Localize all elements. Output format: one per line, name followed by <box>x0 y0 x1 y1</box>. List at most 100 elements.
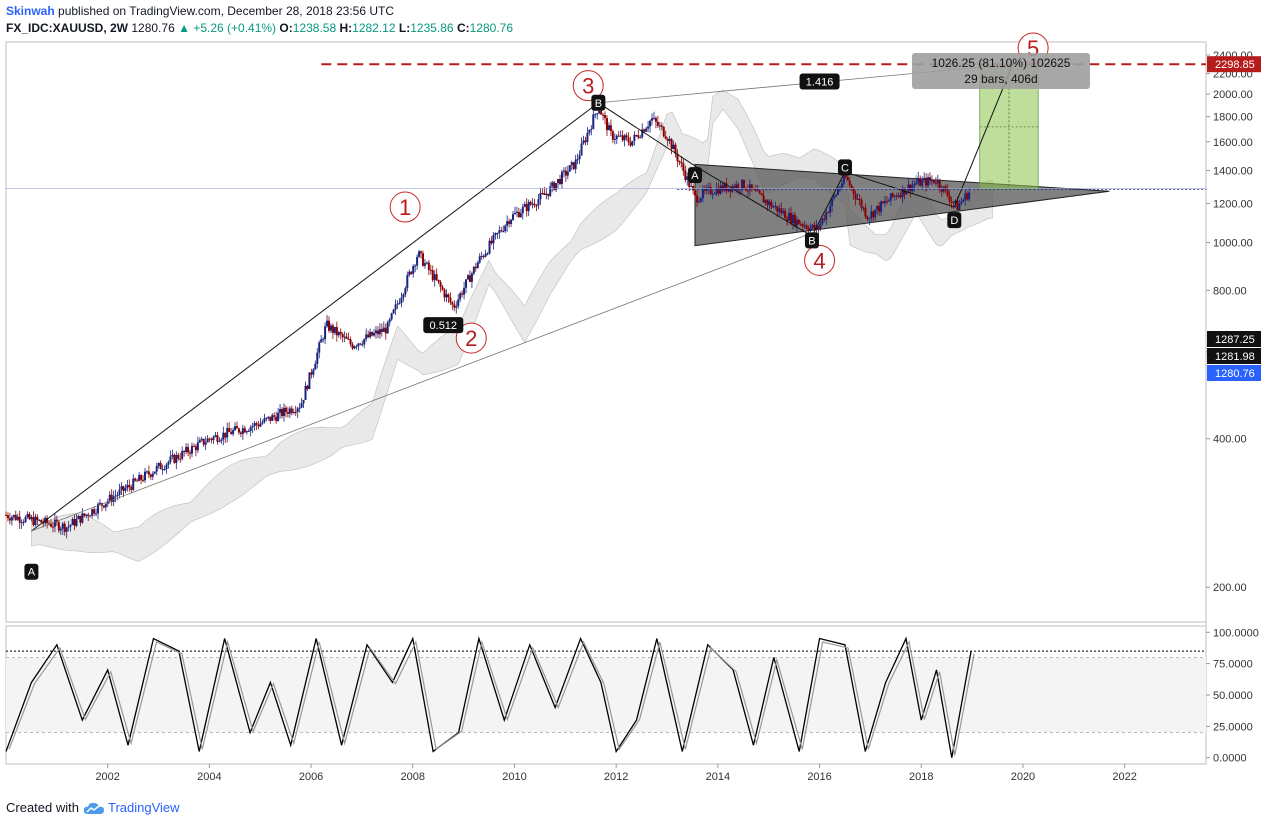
candle-body <box>189 452 192 454</box>
price-badge: 1280.76 <box>1215 368 1255 380</box>
candle-body <box>576 159 579 161</box>
candle-body <box>676 153 679 162</box>
candle-body <box>376 330 379 335</box>
trend-line-a2-b2 <box>694 165 813 237</box>
candle-body <box>617 135 620 137</box>
candle-body <box>654 117 657 122</box>
candle-body <box>662 126 665 137</box>
candle-body <box>46 517 49 524</box>
candle-body <box>122 486 125 491</box>
candle-body <box>887 200 890 202</box>
open-value: 1238.58 <box>292 21 337 35</box>
candle-body <box>652 117 655 119</box>
candle-body <box>449 297 452 303</box>
candle-body <box>604 115 607 119</box>
candle-body <box>353 346 356 349</box>
candle-body <box>236 426 238 429</box>
candle-body <box>535 205 538 207</box>
low-label: L: <box>398 21 411 35</box>
candle-body <box>936 179 939 184</box>
candle-body <box>143 471 146 481</box>
candle-body <box>831 198 834 206</box>
x-tick-label: 2002 <box>95 771 119 783</box>
point-label-C: C <box>841 162 849 174</box>
candle-body <box>468 275 471 282</box>
candle-body <box>447 294 450 298</box>
candle-body <box>421 253 424 266</box>
point-label-box <box>804 232 819 249</box>
candle-body <box>271 415 274 421</box>
candle-body <box>641 129 644 138</box>
y-tick-label: 2000.00 <box>1213 89 1253 101</box>
candle-body <box>147 471 150 475</box>
candle-body <box>795 219 798 226</box>
ratio-label: 0.512 <box>430 320 458 332</box>
candle-body <box>300 403 303 408</box>
candle-body <box>674 144 677 154</box>
candle-body <box>22 521 25 523</box>
published-text: published on TradingView.com, December 2… <box>58 4 395 18</box>
candle-body <box>956 200 959 211</box>
candle-body <box>128 484 131 487</box>
candle-body <box>868 218 871 220</box>
candle-body <box>938 179 941 189</box>
candle-body <box>899 195 902 198</box>
candle-body <box>895 195 898 197</box>
author-link[interactable]: Skinwah <box>6 4 55 18</box>
x-tick-label: 2008 <box>401 771 425 783</box>
osc-tick-label: 25.0000 <box>1213 721 1253 733</box>
candle-body <box>596 113 599 115</box>
measure-tooltip-line2: 29 bars, 406d <box>964 72 1037 86</box>
candle-body <box>402 294 405 298</box>
candle-body <box>230 431 233 435</box>
candle-body <box>498 230 501 233</box>
candle-body <box>846 177 849 181</box>
tradingview-brand-link[interactable]: TradingView <box>83 800 180 815</box>
candle-body <box>590 128 593 130</box>
candle-body <box>474 266 477 269</box>
price-badge-box <box>1207 348 1261 364</box>
candle-body <box>140 475 143 480</box>
candle-body <box>897 195 900 197</box>
candle-body <box>964 193 967 200</box>
candle-body <box>6 515 9 519</box>
candle-body <box>218 441 221 443</box>
candle-body <box>10 517 13 521</box>
candle-body <box>169 456 172 462</box>
candle-body <box>842 173 845 184</box>
candle-body <box>441 286 444 290</box>
candle-body <box>269 416 272 421</box>
candle-body <box>584 140 587 143</box>
candle-body <box>459 293 462 300</box>
candle-body <box>320 339 323 343</box>
candle-body <box>635 134 638 136</box>
trend-line-b2-c <box>811 171 846 237</box>
candle-body <box>157 463 160 466</box>
candle-body <box>81 513 84 523</box>
candle-body <box>537 199 540 206</box>
candle-body <box>214 435 217 437</box>
candle-body <box>682 163 685 171</box>
ichimoku-cloud <box>31 89 993 562</box>
candle-body <box>529 202 532 205</box>
candle-body <box>915 182 918 185</box>
candle-body <box>310 372 313 375</box>
candle-body <box>337 332 340 336</box>
x-tick-label: 2020 <box>1011 771 1035 783</box>
candle-body <box>34 516 37 525</box>
candle-body <box>284 407 287 413</box>
candle-body <box>159 463 162 470</box>
candle-body <box>437 279 440 282</box>
candle-body <box>512 214 515 220</box>
candle-body <box>249 427 252 431</box>
candle-body <box>476 262 479 269</box>
change-arrow-icon: ▲ <box>178 21 190 35</box>
candle-body <box>87 514 90 516</box>
candle-body <box>400 297 403 303</box>
candle-body <box>341 334 344 338</box>
chart-canvas[interactable]: 2002 2004 2006 2008 2010 2012 2014 2016 2018 2020… <box>0 0 1274 795</box>
candle-body <box>42 522 45 524</box>
wave-label-circle <box>804 244 836 276</box>
candle-body <box>754 189 757 192</box>
candle-body <box>153 471 156 474</box>
